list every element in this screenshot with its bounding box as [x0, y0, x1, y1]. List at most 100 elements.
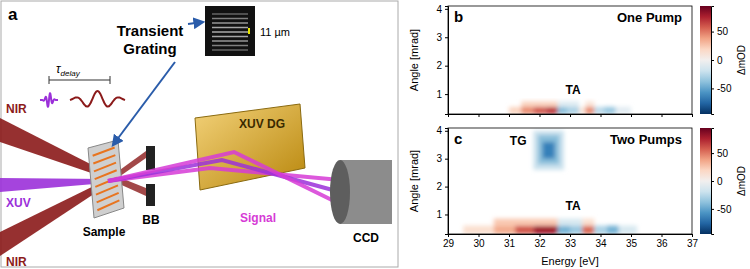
x-tick-mark — [540, 234, 541, 237]
y-tick-label: 1 — [436, 209, 442, 220]
colorbar-title: ΔmOD — [736, 166, 747, 196]
grating-fringe — [97, 193, 119, 203]
colorbar-tick-label: 0 — [717, 55, 723, 66]
x-tick — [692, 114, 693, 117]
y-tick-label: 2 — [436, 181, 442, 192]
panel-label: a — [8, 5, 18, 24]
heatmap-cell — [538, 135, 559, 164]
cells-inner — [509, 101, 631, 114]
heatmap-cell — [515, 226, 533, 234]
annotation: TG — [510, 134, 527, 148]
x-tick-mark — [662, 234, 663, 237]
heatmap-cell — [619, 226, 637, 234]
y-tick-mark — [445, 37, 448, 38]
heatmap-cell — [494, 219, 558, 226]
x-tick-mark — [601, 234, 602, 237]
plot-frame — [448, 128, 692, 234]
colorbar-tick-mark — [711, 60, 714, 61]
y-axis: 1234 — [436, 125, 448, 234]
beam-block-label: BB — [142, 213, 160, 227]
chart-title: One Pump — [617, 10, 682, 25]
cells — [509, 101, 631, 114]
nir-pulse — [70, 91, 125, 106]
x-tick-mark — [570, 114, 571, 117]
grating-image-fringe — [212, 18, 248, 20]
grating-fringe — [93, 148, 115, 156]
x-tick-label: 31 — [504, 238, 516, 249]
annotation: TA — [565, 199, 580, 213]
heatmap-cell — [533, 107, 545, 114]
heatmap-cell — [594, 226, 606, 234]
xuv-pulse — [40, 93, 58, 107]
panel-a: aτdelay11 µmTransientGratingNIRXUVNIRSam… — [0, 1, 398, 269]
y-tick-label: 2 — [436, 60, 442, 71]
panel-border — [1, 1, 398, 267]
grating-image-fringe — [212, 40, 248, 42]
y-tick-mark — [445, 159, 448, 160]
heatmap-cell — [509, 107, 521, 114]
y-tick-mark — [445, 187, 448, 188]
heatmap-cell — [533, 131, 564, 170]
heatmap-cell — [558, 219, 582, 226]
x-tick: 30 — [473, 234, 485, 249]
x-tick-mark — [692, 234, 693, 237]
grating-image-fringe — [212, 31, 248, 33]
colorbar-tick-label: -50 — [717, 204, 732, 215]
delay-bracket-end — [110, 76, 111, 84]
x-tick-label: 35 — [626, 238, 638, 249]
heatmap-cell — [582, 226, 594, 234]
x-tick-mark — [570, 234, 571, 237]
beam-label: XUV — [6, 196, 31, 210]
grating-image-fringe — [212, 22, 248, 24]
x-tick-mark — [631, 234, 632, 237]
colorbar-axis: -50050 — [711, 129, 732, 235]
y-tick-label: 4 — [436, 4, 442, 15]
heatmap-cell — [585, 107, 594, 114]
colorbar-tick: 0 — [711, 55, 723, 66]
grating-image — [205, 6, 255, 56]
y-tick: 3 — [436, 153, 448, 164]
x-tick-mark — [601, 114, 602, 117]
signal-label: Signal — [240, 211, 276, 225]
y-tick-mark — [445, 94, 448, 95]
y-tick-mark — [445, 131, 448, 132]
heatmap-cell — [582, 219, 594, 226]
heatmap-cell — [521, 101, 558, 107]
x-tick: 32 — [534, 234, 546, 249]
x-tick — [631, 114, 632, 117]
x-tick-label: 33 — [565, 238, 577, 249]
x-tick: 35 — [626, 234, 638, 249]
x-tick-mark — [662, 114, 663, 117]
x-tick-label: 29 — [443, 238, 455, 249]
grating-image-fringe — [212, 27, 248, 29]
beam-label: NIR — [6, 102, 27, 116]
sample-label: Sample — [83, 225, 126, 239]
y-axis-title: Angle [mrad] — [408, 150, 420, 212]
x-axis-line — [449, 115, 693, 118]
delay-bracket — [49, 79, 110, 80]
colorbar-tick-mark — [711, 88, 714, 89]
y-tick: 2 — [436, 60, 448, 71]
heatmap-cell — [558, 107, 567, 114]
colorbar-tick-label: 50 — [717, 148, 729, 159]
x-tick-label: 36 — [656, 238, 668, 249]
x-axis-title: Energy [eV] — [541, 255, 598, 267]
delay-bracket-end — [49, 76, 50, 84]
heatmap-cell — [521, 107, 533, 114]
y-axis: 1234 — [436, 4, 448, 115]
x-tick — [540, 114, 541, 117]
ccd-face — [330, 160, 350, 224]
y-axis-line — [445, 7, 449, 115]
x-axis: 293031323334353637 — [443, 234, 699, 249]
x-tick-label: 34 — [595, 238, 607, 249]
x-tick: 33 — [565, 234, 577, 249]
x-tick — [479, 114, 480, 117]
y-tick: 3 — [436, 32, 448, 43]
x-tick-mark — [509, 114, 510, 117]
grating-image-fringe — [212, 49, 248, 51]
colorbar-axis-line — [712, 7, 715, 115]
panel-label: c — [454, 130, 462, 147]
x-tick: 31 — [504, 234, 516, 249]
y-tick-label: 3 — [436, 153, 442, 164]
heatmap-cell — [543, 142, 555, 159]
